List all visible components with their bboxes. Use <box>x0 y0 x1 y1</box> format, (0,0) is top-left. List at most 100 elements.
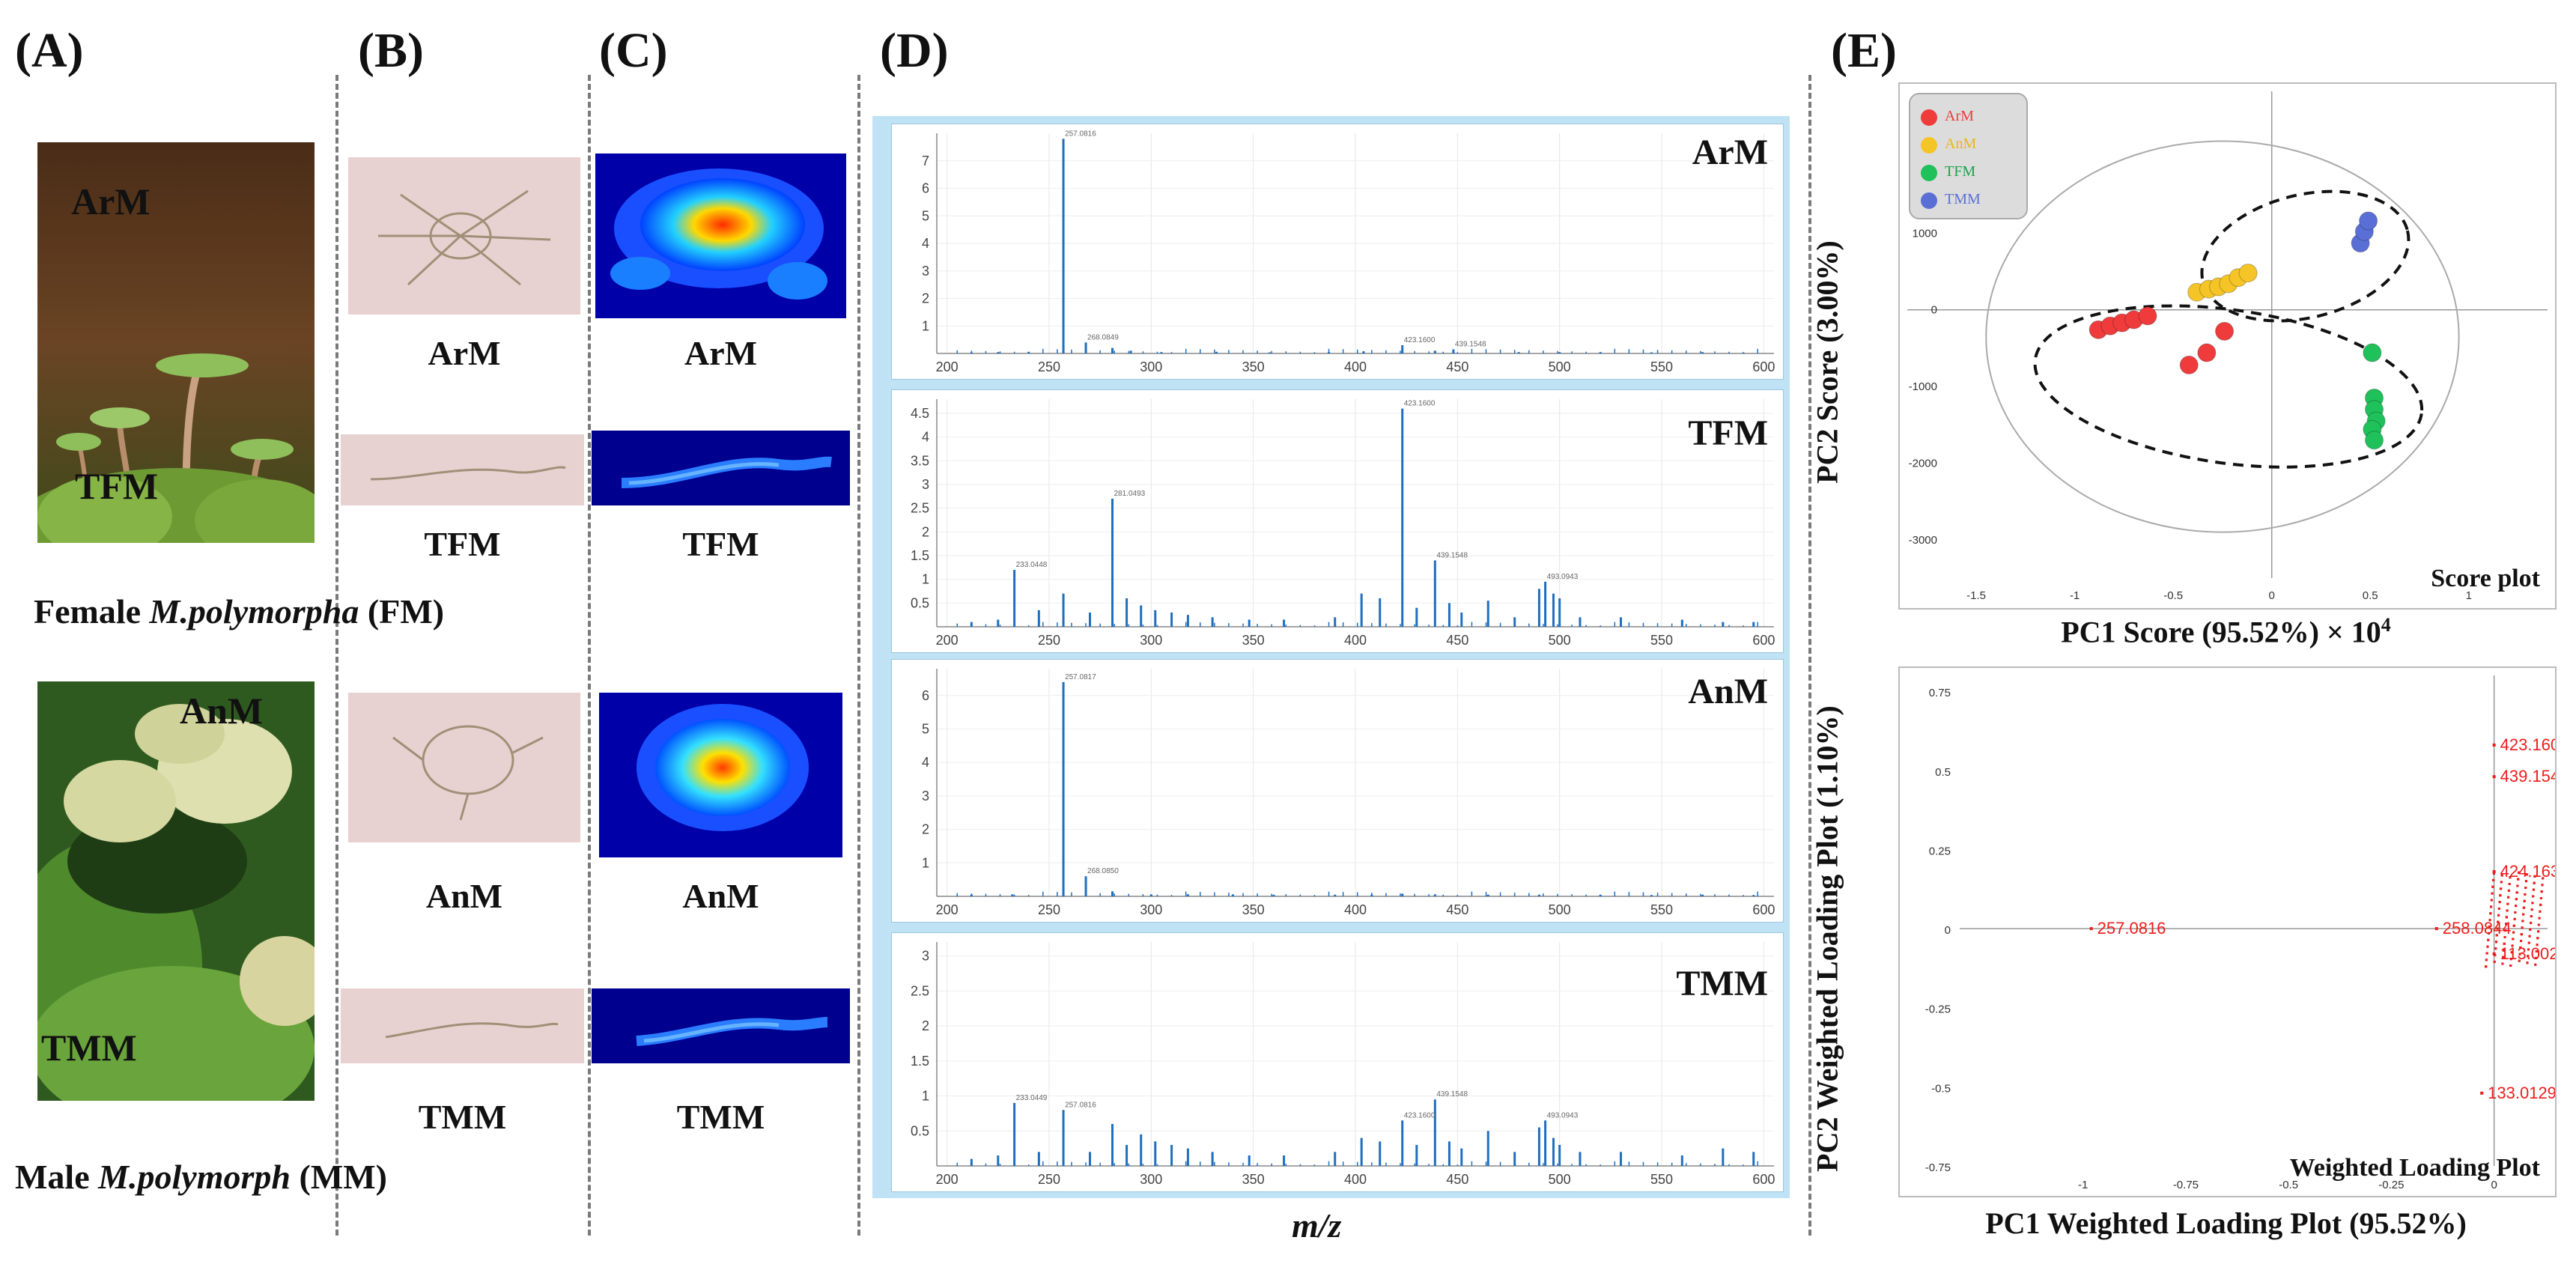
loading-point <box>2515 905 2518 908</box>
loading-point <box>2526 961 2529 964</box>
loading-x-axis-title: PC1 Weighted Loading Plot (95.52%) <box>1985 1206 2467 1240</box>
loading-point <box>2512 938 2515 941</box>
x-tick-label: 600 <box>1752 902 1775 917</box>
loading-plot-title: Weighted Loading Plot <box>2289 1154 2540 1182</box>
spectrum-anm: 200 250 300 350 400 450 500 550 600 1 2 3 4 5 6 257.081… <box>891 659 1784 923</box>
loading-x-tick: -0.5 <box>2279 1179 2298 1191</box>
photo-label-tfm: TFM <box>75 465 159 507</box>
y-tick-label: 5 <box>922 721 929 736</box>
score-y-tick: 0 <box>1931 304 1937 317</box>
x-tick-label: 300 <box>1140 359 1162 374</box>
separator-de <box>1808 75 1811 1236</box>
loading-point <box>2521 926 2524 929</box>
heatmap-tmm <box>592 988 850 1063</box>
score-plot-svg: 200010000-1000-2000-3000-1.5-1-0.500.51 <box>1907 91 2548 602</box>
female-caption-prefix: Female <box>34 592 150 631</box>
loading-point <box>2530 908 2533 911</box>
loading-point <box>2491 885 2494 888</box>
loading-point <box>2492 872 2495 875</box>
legend-marker-tmm <box>1921 192 1937 210</box>
y-tick-label: 6 <box>922 688 929 703</box>
loading-point <box>2505 916 2508 919</box>
peak-label: 493.0943 <box>1547 1111 1579 1119</box>
spectrum-tfm-plot: 200 250 300 350 400 450 500 550 600 0.5 1 1.5 2 2.5 3 3… <box>911 399 1775 648</box>
separator-bc <box>588 75 591 1236</box>
y-tick-label: 2 <box>922 291 929 306</box>
loading-point <box>2530 921 2533 924</box>
micrograph-arm <box>348 157 580 315</box>
y-tick-label: 2 <box>922 1018 929 1033</box>
loading-point <box>2512 931 2515 934</box>
spectra-x-axis-title: m/z <box>1292 1206 1342 1245</box>
y-tick-label: 0.5 <box>911 595 929 610</box>
loading-point-labeled <box>2492 870 2496 873</box>
micrograph-tfm-shape <box>370 466 566 481</box>
spectrum-tmm-plot: 200 250 300 350 400 450 500 550 600 0.5 1 1.5 2 2.5 3 2… <box>911 942 1775 1187</box>
loading-point <box>2511 944 2514 947</box>
spectrum-arm-plot: 200 250 300 350 400 450 500 550 600 1 2 3 4 5 6 7 257.08… <box>922 130 1775 374</box>
peak-label: 233.0449 <box>1016 1094 1048 1102</box>
peak-label: 439.1548 <box>1455 340 1486 348</box>
heatmap-tfm <box>592 431 850 505</box>
loading-point <box>2537 930 2540 933</box>
loading-point <box>2500 874 2503 877</box>
x-tick-label: 300 <box>1140 902 1162 917</box>
y-tick-label: 5 <box>922 208 929 223</box>
hotelling-ellipse <box>1985 140 2460 533</box>
panel-letter-a: (A) <box>15 23 84 78</box>
loading-point <box>2503 942 2506 945</box>
loading-point <box>2488 919 2491 922</box>
score-point-tfm <box>2364 431 2384 450</box>
loading-point <box>2495 934 2498 937</box>
loading-point-label: 423.1600 <box>2500 735 2555 754</box>
peak-label: 257.0816 <box>1065 130 1096 138</box>
score-point-tfm <box>2363 343 2382 362</box>
label-b-tfm: TFM <box>424 525 501 563</box>
loading-point <box>2503 935 2506 938</box>
loading-point <box>2518 953 2521 956</box>
peak-label: 281.0493 <box>1114 490 1146 498</box>
x-tick-label: 350 <box>1242 359 1265 374</box>
score-plot-title: Score plot <box>2431 565 2540 592</box>
loading-point <box>2538 917 2541 920</box>
male-caption-species: M.polymorph <box>98 1158 291 1196</box>
score-y-tick: 1000 <box>1913 227 1937 240</box>
loading-point <box>2487 938 2490 941</box>
loading-x-tick: -1 <box>2078 1179 2088 1191</box>
x-tick-label: 350 <box>1242 1172 1265 1187</box>
label-c-tfm: TFM <box>682 525 759 563</box>
spectrum-arm-title: ArM <box>1692 133 1768 172</box>
loading-point <box>2493 960 2496 963</box>
loading-point <box>2540 890 2543 893</box>
loading-point <box>2485 958 2488 961</box>
loading-point <box>2523 899 2526 902</box>
loading-point <box>2515 891 2518 894</box>
separator-ab <box>335 75 338 1236</box>
peak-label: 439.1548 <box>1436 1090 1468 1099</box>
y-tick-label: 2.5 <box>911 983 929 998</box>
peak-label: 257.0817 <box>1065 673 1096 681</box>
loading-point <box>2524 880 2527 883</box>
score-y-tick: -3000 <box>1909 534 1937 547</box>
heatmap-anm <box>599 693 842 857</box>
panel-letter-e: (E) <box>1831 23 1897 78</box>
loading-point <box>2490 899 2493 902</box>
loading-point <box>2537 923 2540 926</box>
x-tick-label: 550 <box>1650 359 1673 374</box>
x-tick-label: 200 <box>936 359 959 374</box>
y-tick-label: 3 <box>922 477 929 492</box>
x-tick-label: 400 <box>1344 902 1367 917</box>
micrograph-tfm <box>341 434 584 505</box>
x-tick-label: 550 <box>1650 633 1673 648</box>
x-tick-label: 400 <box>1344 1172 1367 1187</box>
loading-point <box>2534 963 2537 966</box>
loading-point <box>2539 896 2542 899</box>
loading-x-tick: 0 <box>2491 1179 2497 1191</box>
spectrum-tmm-title: TMM <box>1676 964 1768 1003</box>
y-tick-label: 3 <box>922 949 929 964</box>
spectrum-tmm: 200 250 300 350 400 450 500 550 600 0.5 1 1.5 2 2.5 3 2… <box>891 932 1784 1192</box>
micrograph-arm-shape <box>378 189 551 286</box>
loading-point <box>2506 902 2509 905</box>
loading-point-labeled <box>2492 952 2496 956</box>
loading-point <box>2527 941 2530 944</box>
